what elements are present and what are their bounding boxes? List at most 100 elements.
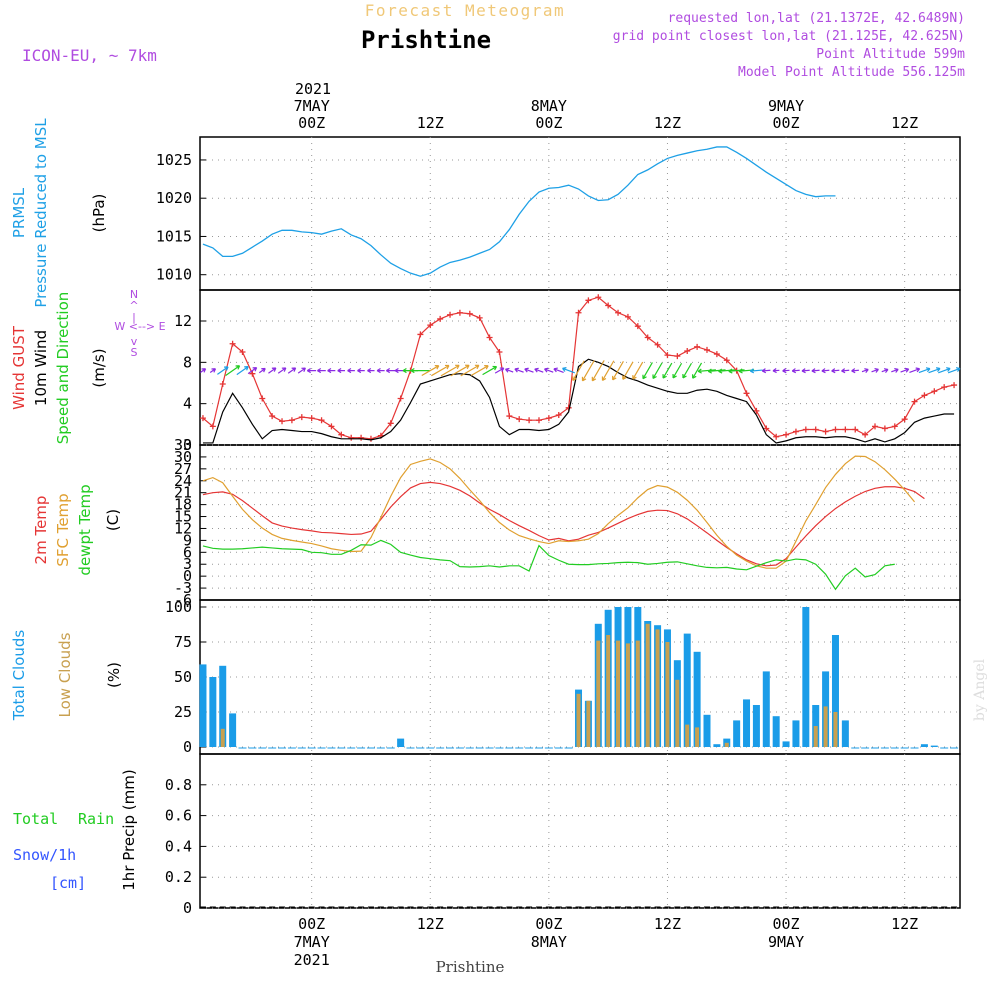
wind-direction-arrow [460,364,480,377]
t2m-label: 2m Temp [32,496,50,565]
clouds-label-group: Total Clouds Low Clouds (%) [10,630,123,722]
wind-direction-arrow [217,366,229,375]
wind-direction-arrow [652,362,663,379]
clouds-unit-label: (%) [105,662,123,688]
clouds-panel: 0 25 50 75 100 [165,598,961,756]
wind-direction-arrow [553,367,564,373]
total-clouds-bar [930,745,938,747]
gust-marker [476,314,483,321]
top-year-label: 2021 [295,80,331,98]
wind-direction-arrow [534,367,544,373]
gust-marker [555,412,562,419]
low-clouds-bar [596,640,601,747]
wind-direction-arrow [772,368,780,374]
bottom-time-label: 12Z [654,915,681,933]
total-clouds-bar [693,651,701,747]
wind-direction-arrow [450,364,470,377]
low-clouds-bar [655,629,660,747]
compass-down: v [131,335,138,348]
wind-direction-arrow [591,360,605,382]
gust-marker [941,384,948,391]
y-tick-label: 1025 [156,151,192,169]
low-clouds-bar [625,643,630,747]
wind-direction-arrow [357,368,365,374]
wind-direction-arrow [938,367,951,374]
total-clouds-bar [831,635,839,747]
gust-marker [891,423,898,430]
top-time-label: 12Z [891,114,918,132]
precip-panel: 0 0.2 0.4 0.6 0.8 [165,753,961,917]
wind-direction-arrow [871,367,879,373]
gust-marker [447,311,454,318]
wind-direction-arrow [791,368,800,374]
sfc-temp-line [202,455,916,569]
gust-marker [199,415,206,422]
gust-marker [812,426,819,433]
gust-marker [229,340,236,347]
wind-direction-arrow [317,368,326,374]
wind-direction-arrow [236,366,249,376]
gust-marker [832,426,839,433]
gust-marker [951,382,958,389]
wind-direction-arrow [505,367,514,373]
compass-icon: W <--> E N ^ | v S [114,288,165,359]
y-tick-label: 6 [183,543,192,561]
total-clouds-bar [199,664,207,747]
wind-direction-arrow [514,367,524,373]
gust-marker [209,423,216,430]
gust-marker [417,331,424,338]
wind-direction-arrow [225,365,241,376]
wind-direction-arrow [947,367,961,374]
gust-marker [279,418,286,425]
wind-direction-arrow [642,362,653,380]
temp-unit-label: (C) [104,509,122,531]
total-clouds-bar [802,607,810,747]
y-tick-label: 12 [174,519,192,537]
subtitle: Forecast Meteogram [365,1,565,20]
prmsl-line [202,146,836,277]
prmsl-label: PRMSL [10,187,28,238]
gust-marker [624,313,631,320]
low-clouds-bar [675,679,680,747]
gust-marker [674,353,681,360]
compass-n: N [130,288,138,301]
sfc-label: SFC Temp [54,493,72,566]
y-tick-label: 1015 [156,227,192,245]
wind-direction-arrow [761,368,771,374]
wind-direction-arrow [851,368,859,374]
wind-direction-arrow [410,368,430,374]
wind-direction-arrow [900,367,910,373]
wind-direction-arrow [376,368,385,374]
y-tick-label: 12 [174,312,192,330]
gust-marker [367,435,374,442]
top-time-label: 12Z [654,114,681,132]
gust-marker [842,426,849,433]
low-clouds-label: Low Clouds [56,632,74,717]
bottom-time-label: 8MAY [531,933,567,951]
gust-marker [743,390,750,397]
pressure-panel: 1010 1015 1020 1025 [156,136,961,291]
total-clouds-label: Total Clouds [10,630,28,722]
panel-frame [199,444,961,601]
total-clouds-bar [743,699,751,747]
low-clouds-bar [695,727,700,747]
low-clouds-bar [616,640,621,747]
gust-marker [723,357,730,364]
wind-direction-arrow [928,367,941,374]
wind-direction-arrow [562,367,575,374]
gust-marker [516,416,523,423]
wind-direction-arrow [918,367,931,374]
pressure-desc-label: Pressure Reduced to MSL [32,118,50,308]
panel-frame [199,753,961,909]
wind-direction-arrow [749,368,763,374]
y-tick-label: 30 [174,448,192,466]
gust-marker [486,334,493,341]
total-clouds-bar [792,720,800,747]
gust-marker [288,417,295,424]
model-altitude: Model Point Altitude 556.125m [738,65,965,80]
total-clouds-bar [752,705,760,747]
wind-direction-arrow [209,368,217,373]
total-clouds-bar [209,677,217,747]
bottom-time-label: 12Z [417,915,444,933]
